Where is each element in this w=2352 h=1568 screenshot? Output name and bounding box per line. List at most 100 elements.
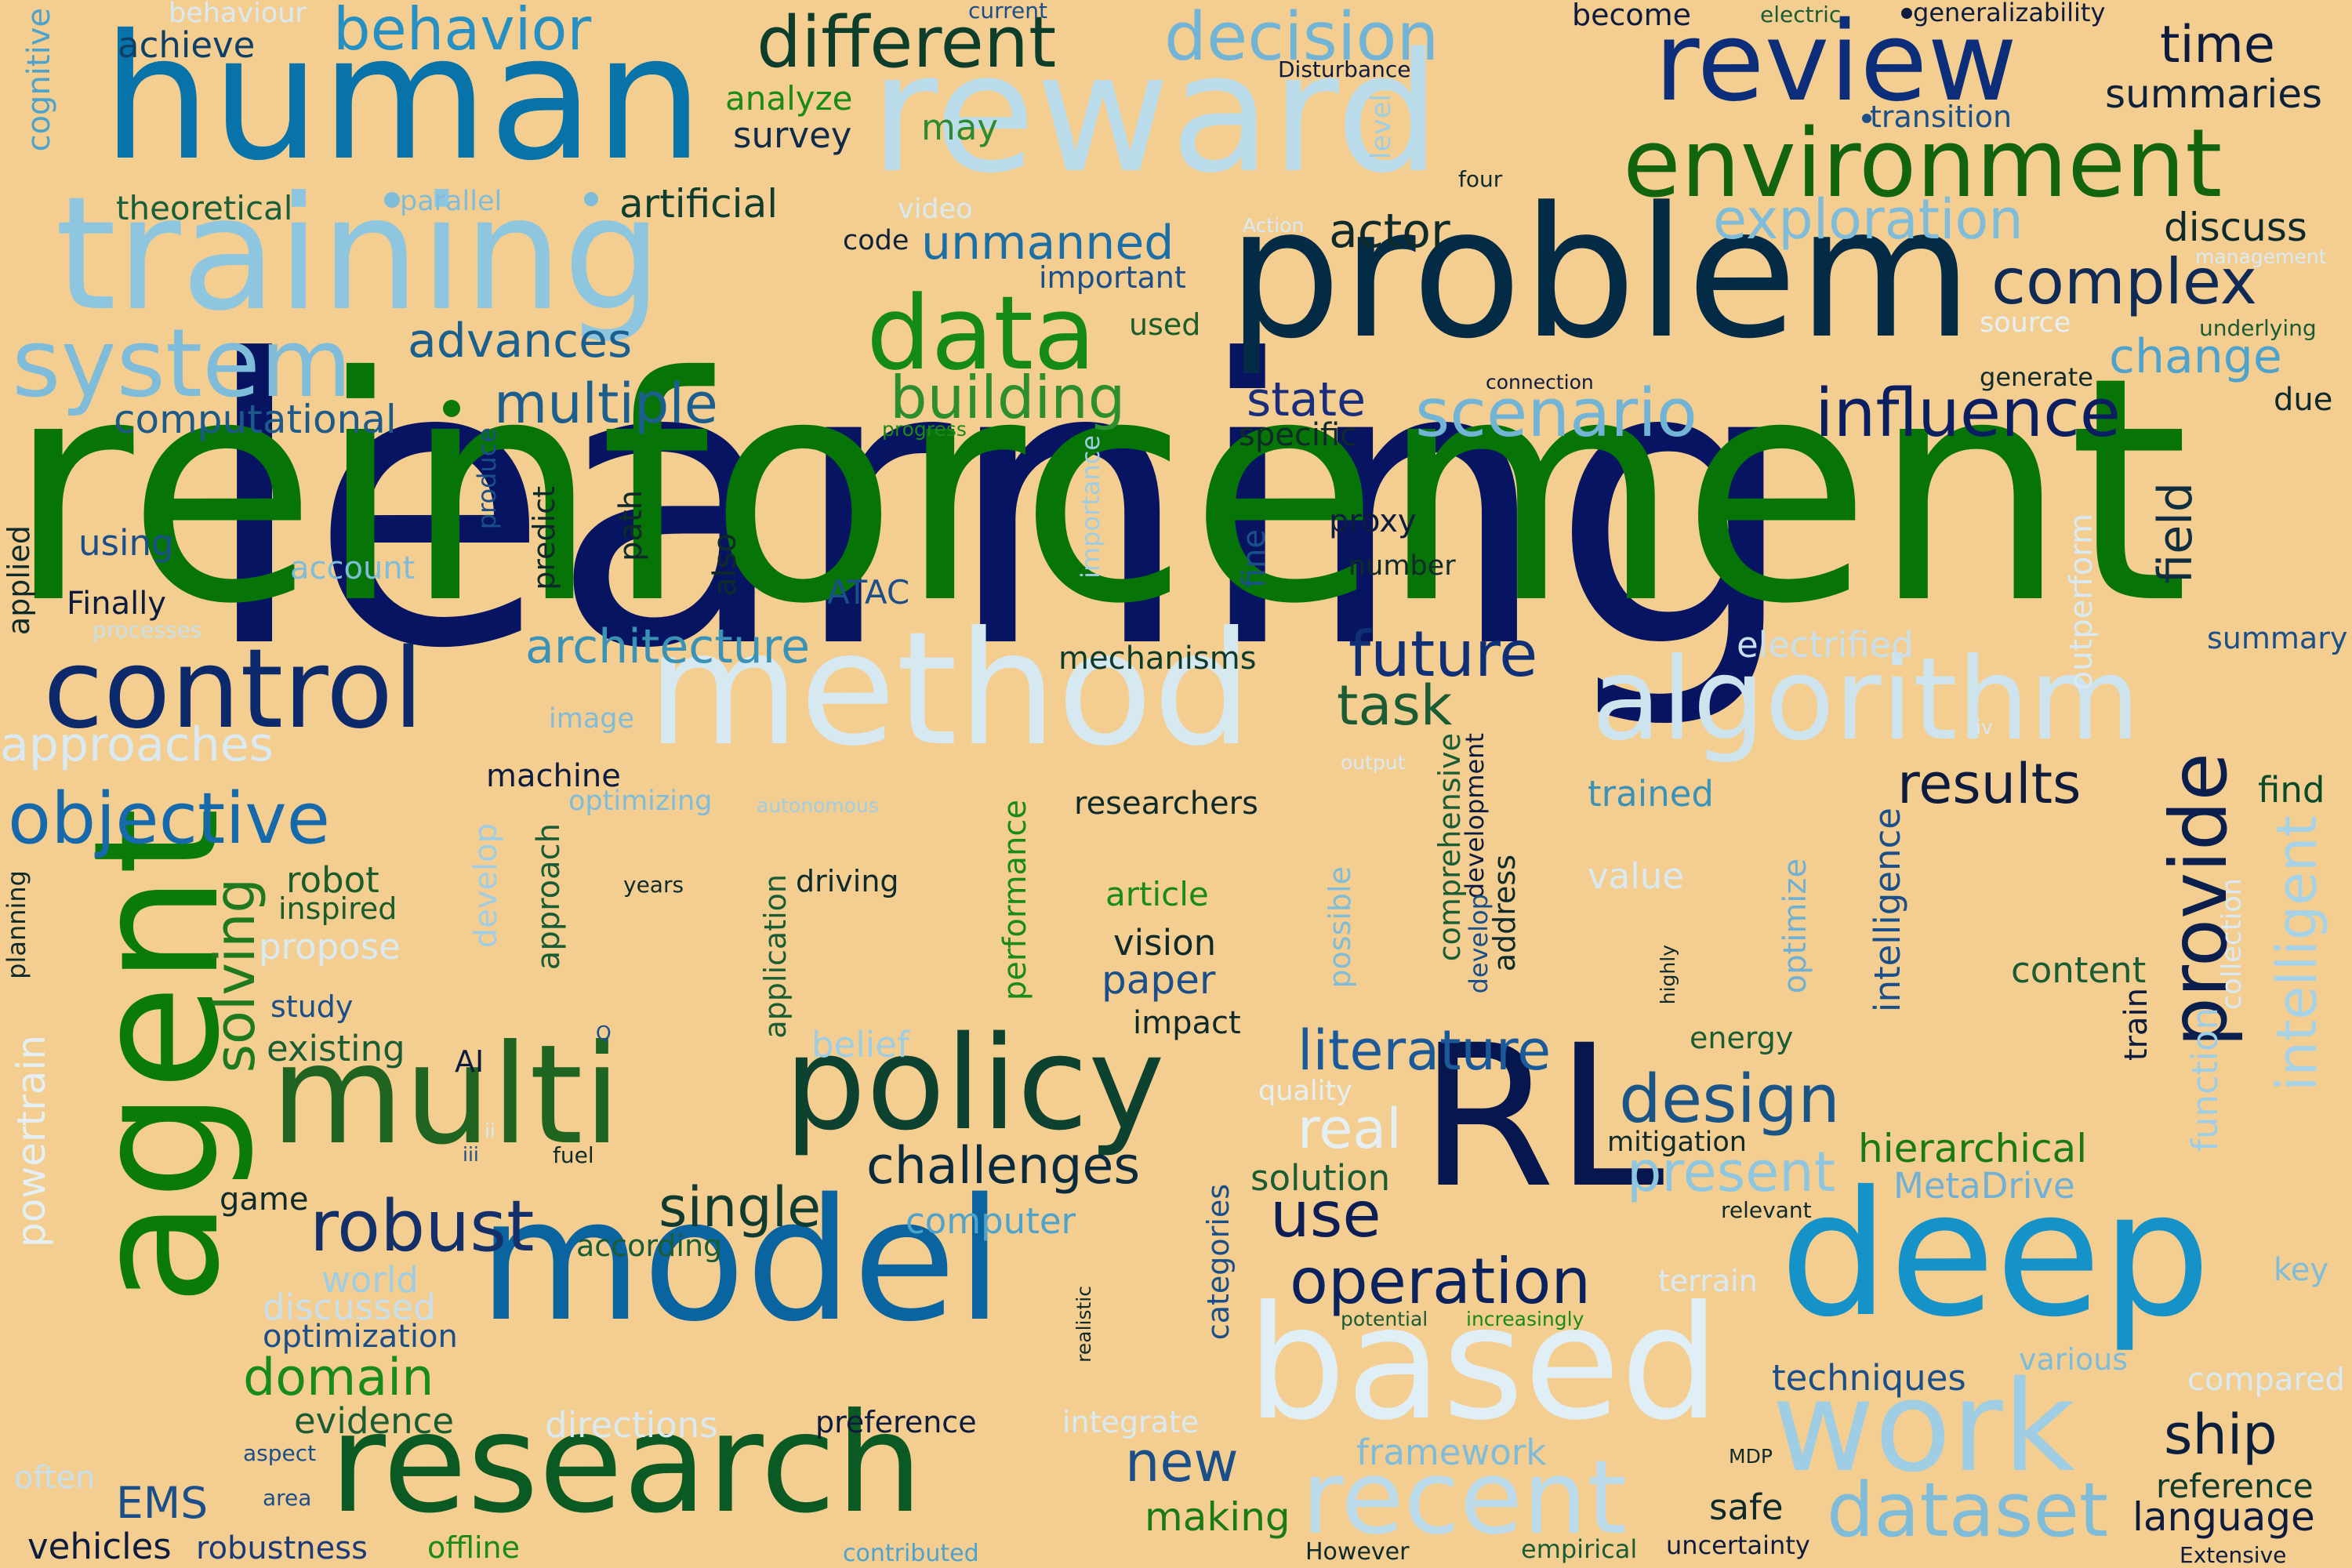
word-deep: deep: [1780, 1154, 2211, 1355]
word-management: management: [2195, 245, 2327, 268]
word-human: human: [102, 0, 704, 198]
word-computational: computational: [114, 397, 397, 442]
word-single: single: [659, 1175, 822, 1240]
word-energy: energy: [1690, 1021, 1794, 1055]
word-building: building: [890, 363, 1126, 432]
word-achieve: achieve: [118, 24, 256, 66]
word-develop: develop: [468, 823, 504, 949]
word-generate: generate: [1980, 362, 2093, 392]
word-underlying: underlying: [2199, 315, 2317, 341]
word-exploration: exploration: [1713, 187, 2024, 252]
word-various: various: [2019, 1342, 2129, 1377]
word-behaviour: behaviour: [169, 0, 307, 29]
word-optimizing: optimizing: [568, 786, 713, 817]
word-environment: environment: [1623, 110, 2223, 219]
word-training: training: [55, 163, 662, 346]
word-ems: EMS: [116, 1478, 209, 1528]
word-problem: problem: [1227, 169, 1973, 379]
word-actor: actor: [1329, 204, 1450, 259]
word-ship: ship: [2164, 1403, 2278, 1467]
word-specific: specific: [1239, 417, 1358, 453]
word-collection: collection: [2216, 878, 2248, 1010]
word-decision: decision: [1164, 0, 1439, 76]
word-highly: highly: [1657, 945, 1679, 1005]
word-present: present: [1627, 1140, 1836, 1204]
word-fine: fine: [1236, 529, 1272, 589]
word-belief: belief: [811, 1024, 909, 1065]
dot-5: [1862, 114, 1871, 123]
word-robustness: robustness: [196, 1530, 368, 1566]
word-become: become: [1572, 0, 1692, 32]
word-integrate: integrate: [1062, 1405, 1200, 1439]
word-categories: categories: [1201, 1184, 1236, 1341]
word-years: years: [623, 872, 684, 898]
word-mdp: MDP: [1729, 1445, 1773, 1468]
word-current: current: [968, 0, 1048, 24]
word-techniques: techniques: [1772, 1357, 1966, 1399]
word-change: change: [2109, 329, 2282, 384]
word-action: Action: [1243, 214, 1305, 237]
word-proxy: proxy: [1329, 503, 1417, 539]
word-solution: solution: [1250, 1157, 1391, 1199]
word-disturbance: Disturbance: [1278, 56, 1411, 82]
word-making: making: [1145, 1494, 1290, 1540]
word-discussed: discussed: [263, 1287, 436, 1328]
word-compared: compared: [2187, 1362, 2345, 1398]
word-develop2: develop: [1464, 894, 1494, 994]
word-mitigation: mitigation: [1607, 1127, 1747, 1158]
word-summary: summary: [2207, 621, 2348, 655]
word-based: based: [1247, 1272, 1720, 1455]
word-connection: connection: [1486, 371, 1594, 394]
word-operation: operation: [1290, 1245, 1592, 1318]
word-development: development: [1460, 733, 1490, 899]
dot-2: [384, 192, 400, 208]
word-unmanned: unmanned: [921, 216, 1174, 270]
word-hierarchical: hierarchical: [1858, 1126, 2088, 1171]
word-trained: trained: [1588, 773, 1714, 815]
word-value: value: [1588, 855, 1684, 897]
word-generalizability: generalizability: [1913, 0, 2106, 27]
word-planning: planning: [2, 870, 31, 979]
word-behavior: behavior: [333, 0, 592, 64]
word-outperform: outperform: [2063, 514, 2100, 691]
word-influence: influence: [1815, 375, 2122, 452]
word-performance: performance: [997, 800, 1033, 1001]
word-scenario: scenario: [1415, 375, 1697, 452]
word-atac: ATAC: [827, 573, 910, 612]
word-predict: predict: [527, 486, 561, 590]
word-reference: reference: [2156, 1467, 2314, 1505]
word-level: level: [1366, 94, 1397, 160]
word-ii: ii: [485, 1120, 495, 1142]
word-mechanisms: mechanisms: [1058, 641, 1257, 677]
word-recent: recent: [1301, 1438, 1628, 1557]
word-real: real: [1298, 1097, 1402, 1161]
word-also: also: [707, 533, 743, 597]
word-cognitive: cognitive: [21, 8, 57, 152]
word-solving: solving: [203, 878, 267, 1073]
word-train: train: [2118, 988, 2154, 1062]
word-evidence: evidence: [294, 1400, 455, 1442]
word-paper: paper: [1102, 957, 1216, 1003]
word-increasingly: increasingly: [1466, 1308, 1584, 1330]
dot-1: [443, 400, 460, 417]
word-number: number: [1348, 550, 1456, 582]
word-terrain: terrain: [1658, 1264, 1758, 1298]
word-impact: impact: [1133, 1005, 1241, 1041]
word-work: work: [1772, 1353, 2076, 1500]
word-machine: machine: [486, 758, 621, 794]
word-new: new: [1125, 1430, 1239, 1494]
word-optimization: optimization: [263, 1319, 458, 1355]
word-framework: framework: [1356, 1432, 1547, 1473]
word-path: path: [613, 490, 649, 561]
word-task: task: [1337, 673, 1453, 738]
dot-4: [1901, 8, 1912, 19]
word-study: study: [270, 989, 354, 1024]
word-state: state: [1247, 372, 1366, 427]
word-q: Q: [596, 1022, 612, 1044]
word-electrified: electrified: [1737, 624, 1914, 666]
word-processes: processes: [93, 617, 202, 643]
word-progress: progress: [882, 418, 967, 441]
word-autonomous: autonomous: [757, 794, 879, 817]
word-advances: advances: [408, 314, 633, 368]
